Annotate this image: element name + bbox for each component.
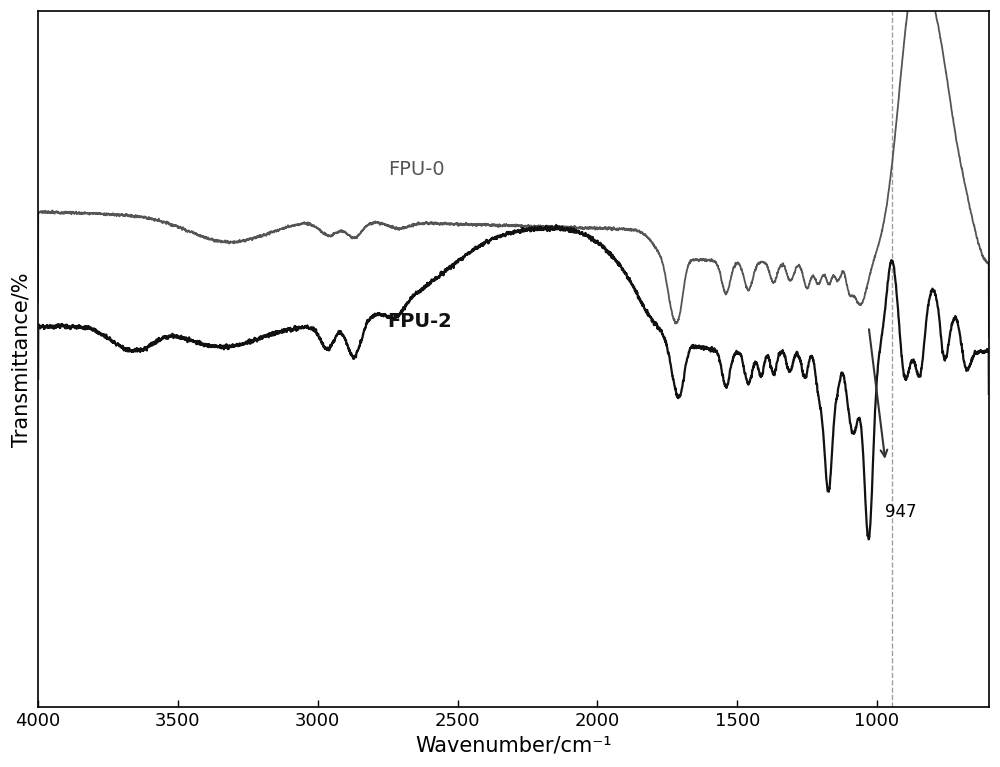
X-axis label: Wavenumber/cm⁻¹: Wavenumber/cm⁻¹: [415, 736, 612, 756]
Y-axis label: Transmittance/%: Transmittance/%: [11, 272, 31, 446]
Text: FPU-2: FPU-2: [388, 311, 452, 331]
Text: 947: 947: [885, 502, 917, 521]
Text: FPU-0: FPU-0: [388, 160, 444, 179]
